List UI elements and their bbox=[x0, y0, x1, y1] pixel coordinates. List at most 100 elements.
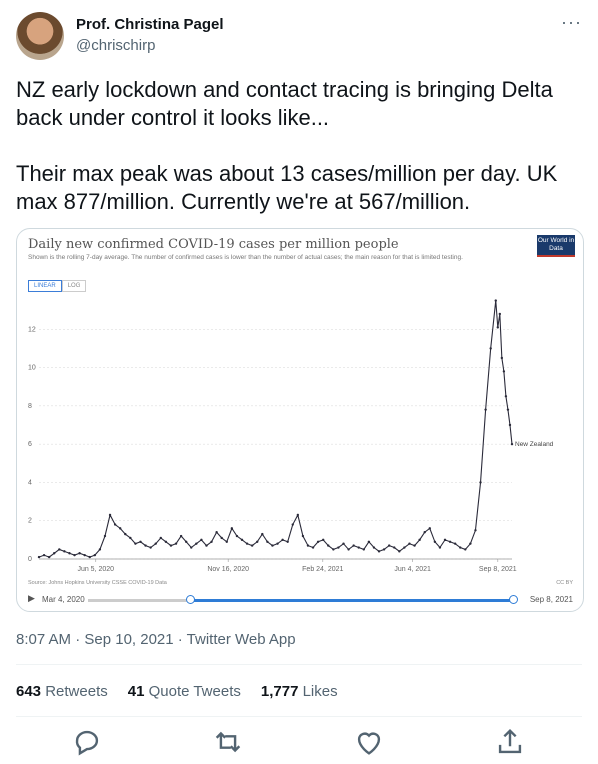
quotes-stat[interactable]: 41 Quote Tweets bbox=[127, 683, 241, 700]
data-point bbox=[230, 527, 234, 530]
data-point bbox=[301, 534, 305, 538]
log-toggle[interactable]: LOG bbox=[61, 280, 87, 292]
data-point bbox=[286, 540, 289, 543]
linear-toggle[interactable]: LINEAR bbox=[28, 280, 62, 292]
reply-icon[interactable] bbox=[70, 725, 104, 759]
data-point bbox=[510, 442, 514, 446]
data-point bbox=[469, 542, 472, 545]
tweet-paragraph-2: Their max peak was about 13 cases/millio… bbox=[16, 161, 558, 214]
retweet-icon[interactable] bbox=[211, 725, 245, 759]
data-point bbox=[108, 513, 112, 517]
data-point bbox=[210, 540, 213, 543]
data-point bbox=[428, 527, 431, 530]
y-tick-label: 4 bbox=[28, 479, 32, 486]
data-point bbox=[398, 550, 401, 553]
data-point bbox=[453, 542, 457, 545]
tweet-text: NZ early lockdown and contact tracing is… bbox=[16, 76, 582, 216]
x-tick-label: Jun 4, 2021 bbox=[394, 566, 431, 573]
timeline-end-handle[interactable] bbox=[509, 595, 518, 604]
data-point bbox=[484, 408, 487, 411]
data-point bbox=[63, 550, 66, 553]
timeline-start-handle[interactable] bbox=[186, 595, 195, 604]
chart-license: CC BY bbox=[556, 580, 573, 586]
data-point bbox=[164, 540, 168, 543]
tweet-stats: 643 Retweets 41 Quote Tweets 1,777 Likes bbox=[16, 683, 338, 700]
data-point bbox=[342, 542, 345, 545]
data-point bbox=[496, 326, 499, 329]
data-point bbox=[296, 513, 300, 517]
share-icon[interactable] bbox=[493, 725, 527, 759]
data-point bbox=[245, 542, 249, 545]
data-point bbox=[184, 540, 188, 543]
author-name[interactable]: Prof. Christina Pagel bbox=[76, 16, 224, 33]
data-point bbox=[352, 544, 355, 547]
y-tick-label: 8 bbox=[28, 403, 32, 410]
data-point bbox=[377, 550, 381, 553]
author-handle[interactable]: @chrischirp bbox=[76, 37, 156, 54]
avatar[interactable] bbox=[16, 12, 64, 60]
play-icon[interactable]: ▶ bbox=[28, 593, 35, 603]
data-point bbox=[408, 542, 411, 545]
data-point bbox=[53, 552, 56, 555]
x-tick-label: Jun 5, 2020 bbox=[77, 566, 114, 573]
data-point bbox=[362, 548, 366, 551]
line-chart: 0 2 4 6 8 10 12 Jun 5, 2020 Nov 16, 2020 Feb 24, … bbox=[28, 299, 554, 573]
data-point bbox=[387, 544, 391, 547]
data-point bbox=[266, 540, 269, 543]
data-point bbox=[220, 536, 223, 540]
data-point bbox=[393, 546, 396, 549]
data-point bbox=[174, 542, 178, 545]
data-point bbox=[124, 532, 127, 536]
data-point bbox=[502, 370, 506, 373]
data-point bbox=[93, 553, 97, 557]
likes-stat[interactable]: 1,777 Likes bbox=[260, 683, 338, 700]
timeline: ▶ Mar 4, 2020 Sep 8, 2021 bbox=[28, 591, 573, 607]
tweet-timestamp[interactable]: 8:07 AM · Sep 10, 2021 · Twitter Web App bbox=[16, 631, 296, 648]
data-point bbox=[256, 540, 259, 543]
scale-toggles: LINEAR LOG bbox=[28, 280, 87, 292]
data-point bbox=[281, 538, 284, 542]
series-end-label: New Zealand bbox=[515, 441, 554, 448]
data-point bbox=[235, 534, 239, 538]
y-tick-label: 12 bbox=[28, 326, 36, 333]
divider bbox=[16, 716, 582, 717]
data-point bbox=[327, 544, 330, 547]
more-options-icon[interactable]: ··· bbox=[561, 12, 582, 32]
data-point bbox=[498, 312, 502, 316]
data-point bbox=[489, 347, 492, 350]
data-point bbox=[306, 544, 310, 547]
data-point bbox=[332, 548, 335, 551]
data-point bbox=[367, 540, 371, 543]
data-point bbox=[506, 408, 510, 411]
data-point bbox=[261, 532, 264, 536]
timeline-end: Sep 8, 2021 bbox=[529, 595, 573, 604]
data-point bbox=[113, 523, 117, 526]
data-point bbox=[134, 542, 137, 545]
x-tick-label: Nov 16, 2020 bbox=[207, 566, 249, 573]
chart-source: Source: Johns Hopkins University CSSE CO… bbox=[28, 580, 167, 586]
timeline-start: Mar 4, 2020 bbox=[42, 595, 85, 604]
data-point bbox=[154, 542, 157, 545]
data-point bbox=[78, 552, 81, 555]
data-point bbox=[68, 552, 71, 555]
like-icon[interactable] bbox=[352, 725, 386, 759]
data-point bbox=[504, 395, 508, 398]
data-point bbox=[83, 553, 86, 557]
data-point bbox=[337, 546, 340, 549]
data-point bbox=[311, 546, 315, 549]
data-point bbox=[357, 546, 360, 549]
y-tick-label: 0 bbox=[28, 556, 32, 563]
data-point bbox=[276, 542, 279, 545]
data-point bbox=[250, 544, 254, 547]
data-point bbox=[205, 544, 208, 547]
data-point bbox=[413, 544, 416, 547]
data-point bbox=[129, 536, 132, 540]
data-point bbox=[500, 356, 504, 360]
data-point bbox=[179, 534, 183, 538]
chart-image[interactable]: Daily new confirmed COVID-19 cases per m… bbox=[16, 228, 584, 612]
data-point bbox=[139, 540, 142, 543]
tweet-actions bbox=[16, 725, 582, 759]
tweet-paragraph-1: NZ early lockdown and contact tracing is… bbox=[16, 77, 553, 130]
divider bbox=[16, 664, 582, 665]
retweets-stat[interactable]: 643 Retweets bbox=[16, 683, 108, 700]
